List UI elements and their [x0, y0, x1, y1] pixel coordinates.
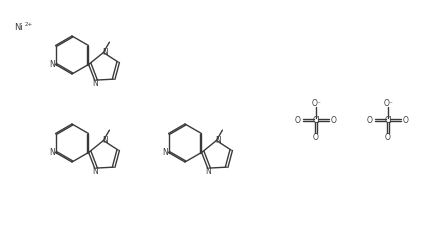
Text: N: N	[92, 78, 98, 87]
Text: Ni: Ni	[14, 23, 23, 32]
Text: O⁻: O⁻	[384, 99, 394, 108]
Text: 2+: 2+	[25, 22, 33, 27]
Text: O: O	[403, 116, 409, 125]
Text: O⁻: O⁻	[312, 99, 322, 108]
Text: Cl: Cl	[384, 116, 392, 125]
Text: N: N	[103, 48, 108, 57]
Text: N: N	[103, 135, 108, 144]
Text: N: N	[163, 147, 168, 156]
Text: N: N	[50, 147, 55, 156]
Text: O: O	[331, 116, 337, 125]
Text: N: N	[205, 166, 211, 175]
Text: N: N	[92, 166, 98, 175]
Text: O: O	[313, 133, 319, 142]
Text: O: O	[295, 116, 301, 125]
Text: O: O	[367, 116, 373, 125]
Text: N: N	[216, 135, 221, 144]
Text: Cl: Cl	[312, 116, 320, 125]
Text: N: N	[50, 60, 55, 69]
Text: O: O	[385, 133, 391, 142]
